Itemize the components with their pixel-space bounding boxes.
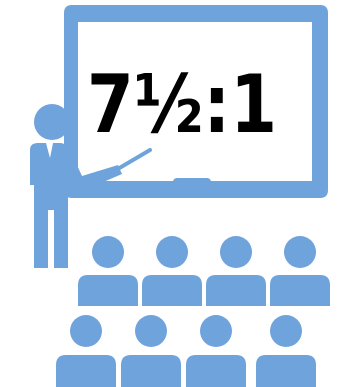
student-icon — [56, 315, 116, 387]
student-icon — [121, 315, 181, 387]
student-icon — [270, 236, 330, 306]
student-head — [220, 236, 252, 268]
student-icon — [206, 236, 266, 306]
student-icon — [256, 315, 316, 387]
teacher-body — [30, 143, 122, 268]
student-icon — [78, 236, 138, 306]
student-body — [78, 275, 138, 306]
student-body — [121, 355, 181, 387]
student-body — [270, 275, 330, 306]
student-head — [156, 236, 188, 268]
pointer-stick-icon — [114, 148, 152, 172]
student-head — [200, 315, 232, 347]
student-head — [270, 315, 302, 347]
student-body — [206, 275, 266, 306]
student-audience — [56, 236, 330, 387]
student-head — [284, 236, 316, 268]
student-body — [186, 355, 246, 387]
teacher-head — [34, 104, 70, 140]
student-body — [256, 355, 316, 387]
student-body — [56, 355, 116, 387]
whiteboard-icon — [64, 5, 328, 198]
student-icon — [142, 236, 202, 306]
student-head — [92, 236, 124, 268]
student-head — [135, 315, 167, 347]
teacher-icon — [30, 104, 122, 268]
ratio-label: 7½:1 — [87, 58, 277, 151]
student-body — [142, 275, 202, 306]
student-head — [70, 315, 102, 347]
student-icon — [186, 315, 246, 387]
marker-tray — [173, 178, 211, 194]
